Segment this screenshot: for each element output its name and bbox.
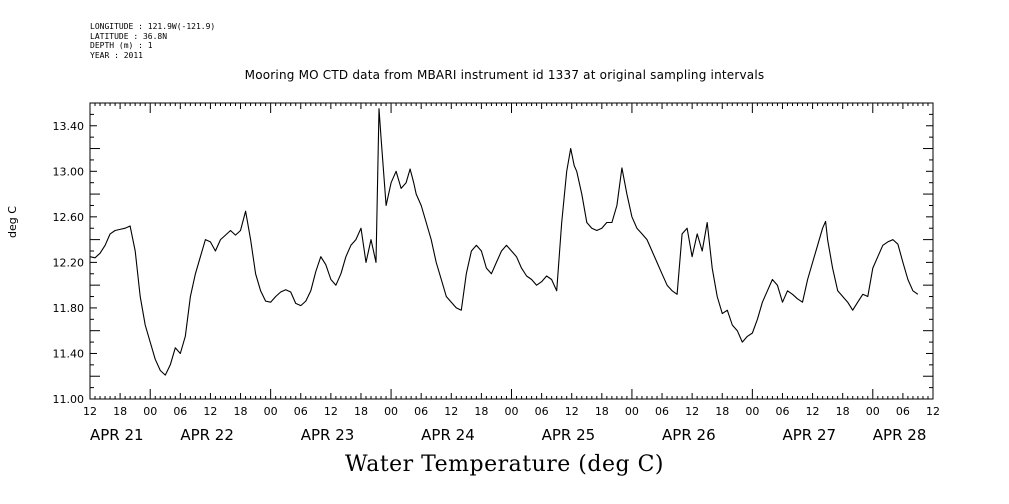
latitude-label: LATITUDE : 36.8N: [90, 31, 168, 41]
day-label: APR 24: [421, 426, 475, 444]
day-label: APR 23: [301, 426, 355, 444]
hour-tick-label: 06: [173, 405, 187, 418]
hour-tick-label: 18: [113, 405, 127, 418]
day-label: APR 27: [782, 426, 836, 444]
y-tick-label: 12.20: [53, 256, 85, 269]
y-axis-label: deg C: [6, 206, 19, 238]
y-tick-label: 13.00: [53, 165, 85, 178]
day-label: APR 26: [662, 426, 716, 444]
longitude-label: LONGITUDE : 121.9W(-121.9): [90, 22, 216, 31]
day-label: APR 25: [542, 426, 596, 444]
hour-tick-label: 06: [896, 405, 910, 418]
day-label: APR 21: [90, 426, 144, 444]
hour-tick-label: 12: [685, 405, 699, 418]
metadata-block: LONGITUDE : 121.9W(-121.9) LATITUDE : 36…: [90, 22, 215, 60]
hour-tick-label: 00: [384, 405, 398, 418]
y-tick-label: 11.40: [53, 347, 85, 360]
y-tick-label: 11.00: [53, 393, 85, 406]
y-tick-label: 13.40: [53, 120, 85, 133]
hour-tick-label: 06: [775, 405, 789, 418]
hour-tick-label: 00: [505, 405, 519, 418]
y-tick-label: 11.80: [53, 302, 85, 315]
hour-tick-label: 06: [294, 405, 308, 418]
hour-tick-label: 00: [745, 405, 759, 418]
hour-tick-label: 12: [565, 405, 579, 418]
hour-tick-label: 18: [474, 405, 488, 418]
hour-tick-label: 06: [535, 405, 549, 418]
hour-tick-label: 00: [625, 405, 639, 418]
hour-tick-label: 18: [595, 405, 609, 418]
hour-tick-label: 12: [926, 405, 940, 418]
depth-label: DEPTH (m) : 1: [90, 41, 153, 50]
chart-title: Mooring MO CTD data from MBARI instrumen…: [244, 68, 765, 82]
hour-tick-label: 18: [715, 405, 729, 418]
hour-tick-label: 06: [414, 405, 428, 418]
hour-tick-label: 12: [83, 405, 97, 418]
hour-tick-label: 18: [836, 405, 850, 418]
day-label: APR 22: [180, 426, 234, 444]
year-label: YEAR : 2011: [90, 50, 143, 60]
hour-tick-label: 12: [203, 405, 217, 418]
hour-tick-label: 06: [655, 405, 669, 418]
hour-tick-label: 00: [866, 405, 880, 418]
day-label: APR 28: [873, 426, 927, 444]
y-tick-label: 12.60: [53, 211, 85, 224]
hour-tick-label: 12: [806, 405, 820, 418]
x-axis-label: Water Temperature (deg C): [345, 452, 664, 477]
hour-tick-label: 18: [234, 405, 248, 418]
hour-tick-label: 18: [354, 405, 368, 418]
hour-tick-label: 12: [324, 405, 338, 418]
hour-tick-label: 00: [264, 405, 278, 418]
water-temperature-line: [89, 108, 919, 376]
hour-tick-label: 12: [444, 405, 458, 418]
hour-tick-label: 00: [143, 405, 157, 418]
